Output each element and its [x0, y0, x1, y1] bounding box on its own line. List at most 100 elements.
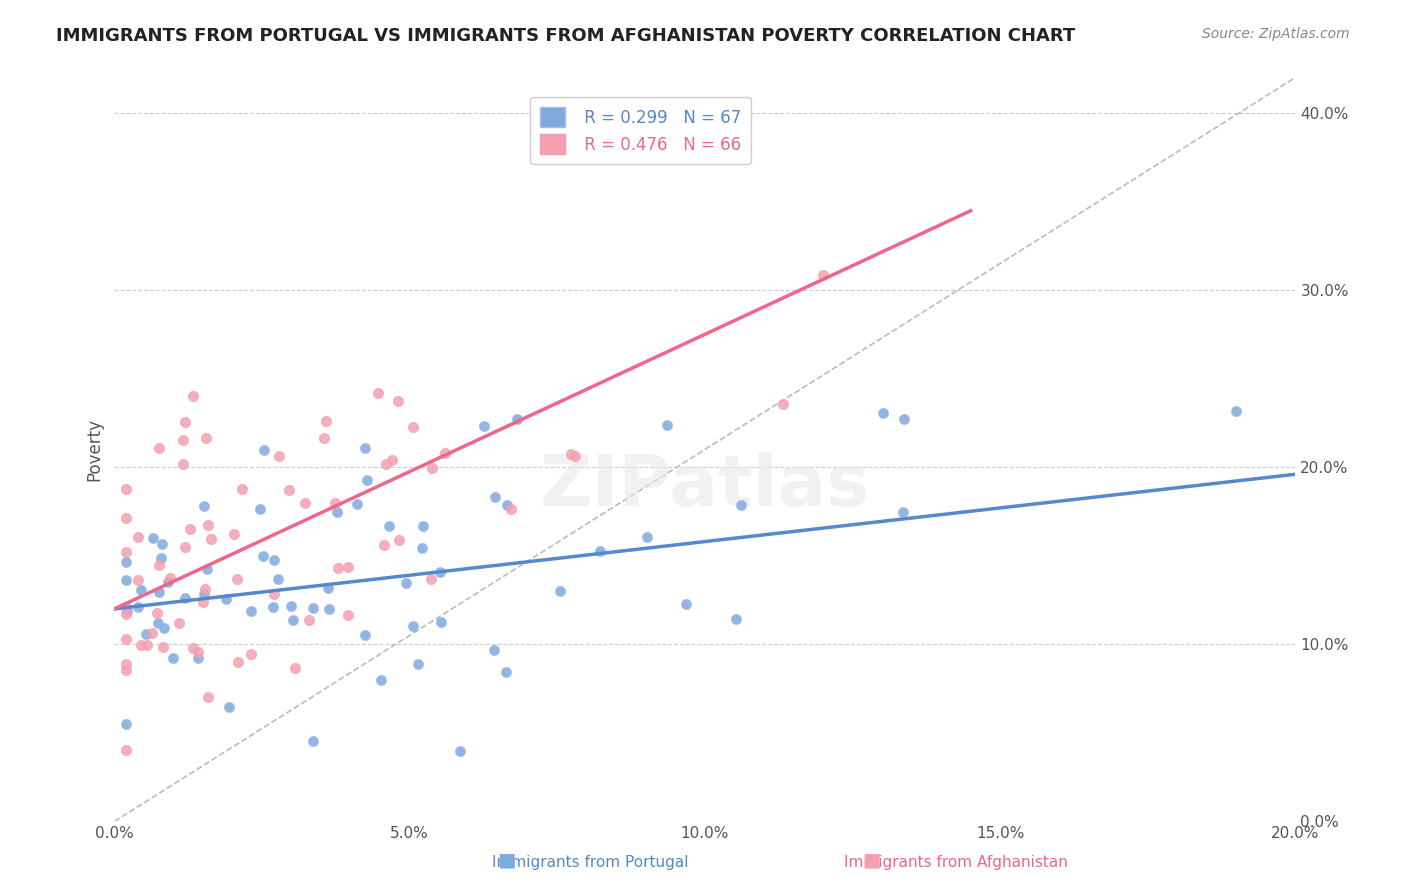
- Point: [115, 511, 138, 525]
- Point: [1225, 403, 1247, 417]
- Point: [152, 537, 174, 551]
- Point: [215, 591, 238, 606]
- Point: [380, 452, 402, 467]
- Point: [495, 665, 517, 679]
- Point: [193, 582, 215, 596]
- Point: [277, 483, 299, 497]
- Point: [218, 700, 240, 714]
- Point: [315, 414, 337, 428]
- Point: [301, 734, 323, 748]
- Point: [411, 541, 433, 555]
- Point: [173, 540, 195, 554]
- Point: [240, 647, 263, 661]
- Point: [172, 434, 194, 448]
- Point: [353, 627, 375, 641]
- Point: [197, 562, 219, 576]
- Point: [115, 663, 138, 677]
- Point: [136, 638, 159, 652]
- Point: [506, 411, 529, 425]
- Point: [231, 482, 253, 496]
- Point: [316, 581, 339, 595]
- Point: [197, 517, 219, 532]
- Point: [225, 573, 247, 587]
- Point: [252, 443, 274, 458]
- Point: [326, 560, 349, 574]
- Point: [482, 642, 505, 657]
- Point: [263, 553, 285, 567]
- Point: [302, 601, 325, 615]
- Point: [449, 743, 471, 757]
- Point: [429, 565, 451, 579]
- Point: [191, 595, 214, 609]
- Point: [772, 397, 794, 411]
- Point: [183, 641, 205, 656]
- Point: [249, 502, 271, 516]
- Point: [187, 651, 209, 665]
- Point: [284, 661, 307, 675]
- Point: [420, 460, 443, 475]
- Point: [318, 602, 340, 616]
- Point: [228, 655, 250, 669]
- Point: [496, 499, 519, 513]
- Point: [197, 690, 219, 704]
- Point: [262, 600, 284, 615]
- Point: [172, 457, 194, 471]
- Text: ■: ■: [862, 851, 882, 870]
- Point: [337, 607, 360, 622]
- Point: [294, 496, 316, 510]
- Point: [356, 473, 378, 487]
- Point: [115, 599, 138, 614]
- Point: [388, 533, 411, 547]
- Point: [353, 442, 375, 456]
- Point: [560, 446, 582, 460]
- Point: [115, 607, 138, 622]
- Legend:  R = 0.299   N = 67,  R = 0.476   N = 66: R = 0.299 N = 67, R = 0.476 N = 66: [530, 97, 751, 164]
- Point: [148, 585, 170, 599]
- Point: [406, 657, 429, 672]
- Point: [283, 613, 305, 627]
- Point: [402, 420, 425, 434]
- Point: [346, 497, 368, 511]
- Point: [378, 518, 401, 533]
- Point: [430, 615, 453, 629]
- Point: [222, 527, 245, 541]
- Point: [115, 483, 138, 497]
- Point: [142, 532, 165, 546]
- Point: [181, 389, 204, 403]
- Point: [135, 626, 157, 640]
- Point: [115, 573, 138, 587]
- Point: [636, 530, 658, 544]
- Point: [387, 393, 409, 408]
- Point: [325, 505, 347, 519]
- Point: [323, 496, 346, 510]
- Point: [193, 499, 215, 513]
- Point: [115, 555, 138, 569]
- Point: [564, 449, 586, 463]
- Point: [893, 412, 915, 426]
- Point: [263, 587, 285, 601]
- Text: ■: ■: [496, 851, 516, 870]
- Point: [115, 632, 138, 646]
- Point: [725, 612, 748, 626]
- Point: [141, 625, 163, 640]
- Point: [162, 650, 184, 665]
- Point: [811, 268, 834, 282]
- Point: [550, 584, 572, 599]
- Point: [472, 418, 495, 433]
- Point: [336, 560, 359, 574]
- Point: [187, 645, 209, 659]
- Point: [148, 441, 170, 455]
- Text: Immigrants from Afghanistan: Immigrants from Afghanistan: [844, 855, 1069, 870]
- Point: [499, 501, 522, 516]
- Point: [193, 586, 215, 600]
- Point: [152, 621, 174, 635]
- Point: [412, 518, 434, 533]
- Point: [267, 449, 290, 463]
- Point: [252, 549, 274, 563]
- Text: ZIPatlas: ZIPatlas: [540, 452, 870, 521]
- Point: [169, 616, 191, 631]
- Point: [146, 606, 169, 620]
- Point: [267, 572, 290, 586]
- Point: [195, 431, 218, 445]
- Y-axis label: Poverty: Poverty: [86, 418, 103, 481]
